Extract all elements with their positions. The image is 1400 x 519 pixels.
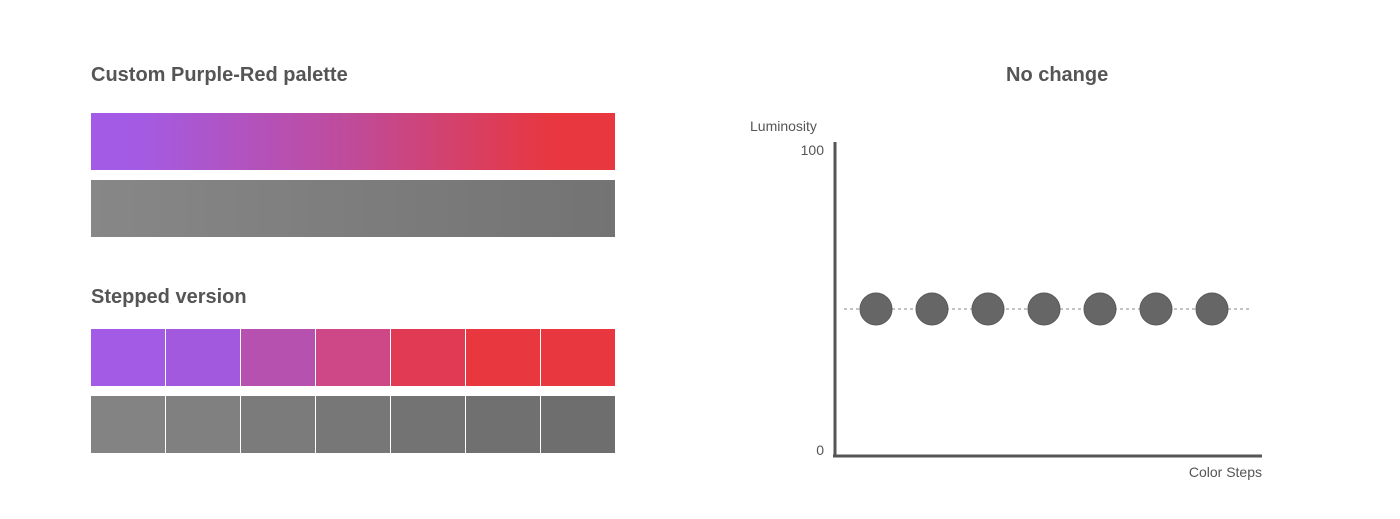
stepped-grayscale-row (91, 396, 615, 453)
stepped-version-title: Stepped version (91, 286, 247, 308)
gray-step-4 (316, 396, 391, 453)
data-point-3 (971, 292, 1005, 326)
color-step-2 (166, 329, 241, 386)
x-axis-label: Color Steps (1189, 464, 1262, 480)
gray-step-5 (391, 396, 466, 453)
data-point-6 (1139, 292, 1173, 326)
y-axis-label: Luminosity (750, 118, 817, 134)
gray-step-1 (91, 396, 166, 453)
data-point-2 (915, 292, 949, 326)
color-gradient-bar (91, 113, 615, 170)
color-step-5 (391, 329, 466, 386)
y-tick-0: 0 (816, 442, 824, 458)
data-point-7 (1195, 292, 1229, 326)
data-point-5 (1083, 292, 1117, 326)
gray-step-6 (466, 396, 541, 453)
color-step-4 (316, 329, 391, 386)
luminosity-chart: Luminosity 100 0 Color Steps (750, 118, 1262, 480)
grayscale-gradient-bar (91, 180, 615, 237)
color-step-1 (91, 329, 166, 386)
stepped-color-row (91, 329, 615, 386)
data-points (859, 292, 1229, 326)
chart-title: No change (1006, 64, 1109, 86)
color-step-6 (466, 329, 541, 386)
palette-title: Custom Purple-Red palette (91, 64, 348, 86)
gray-step-7 (541, 396, 615, 453)
gray-step-2 (166, 396, 241, 453)
data-point-1 (859, 292, 893, 326)
color-step-3 (241, 329, 316, 386)
color-step-7 (541, 329, 615, 386)
gray-step-3 (241, 396, 316, 453)
y-tick-100: 100 (801, 142, 825, 158)
data-point-4 (1027, 292, 1061, 326)
